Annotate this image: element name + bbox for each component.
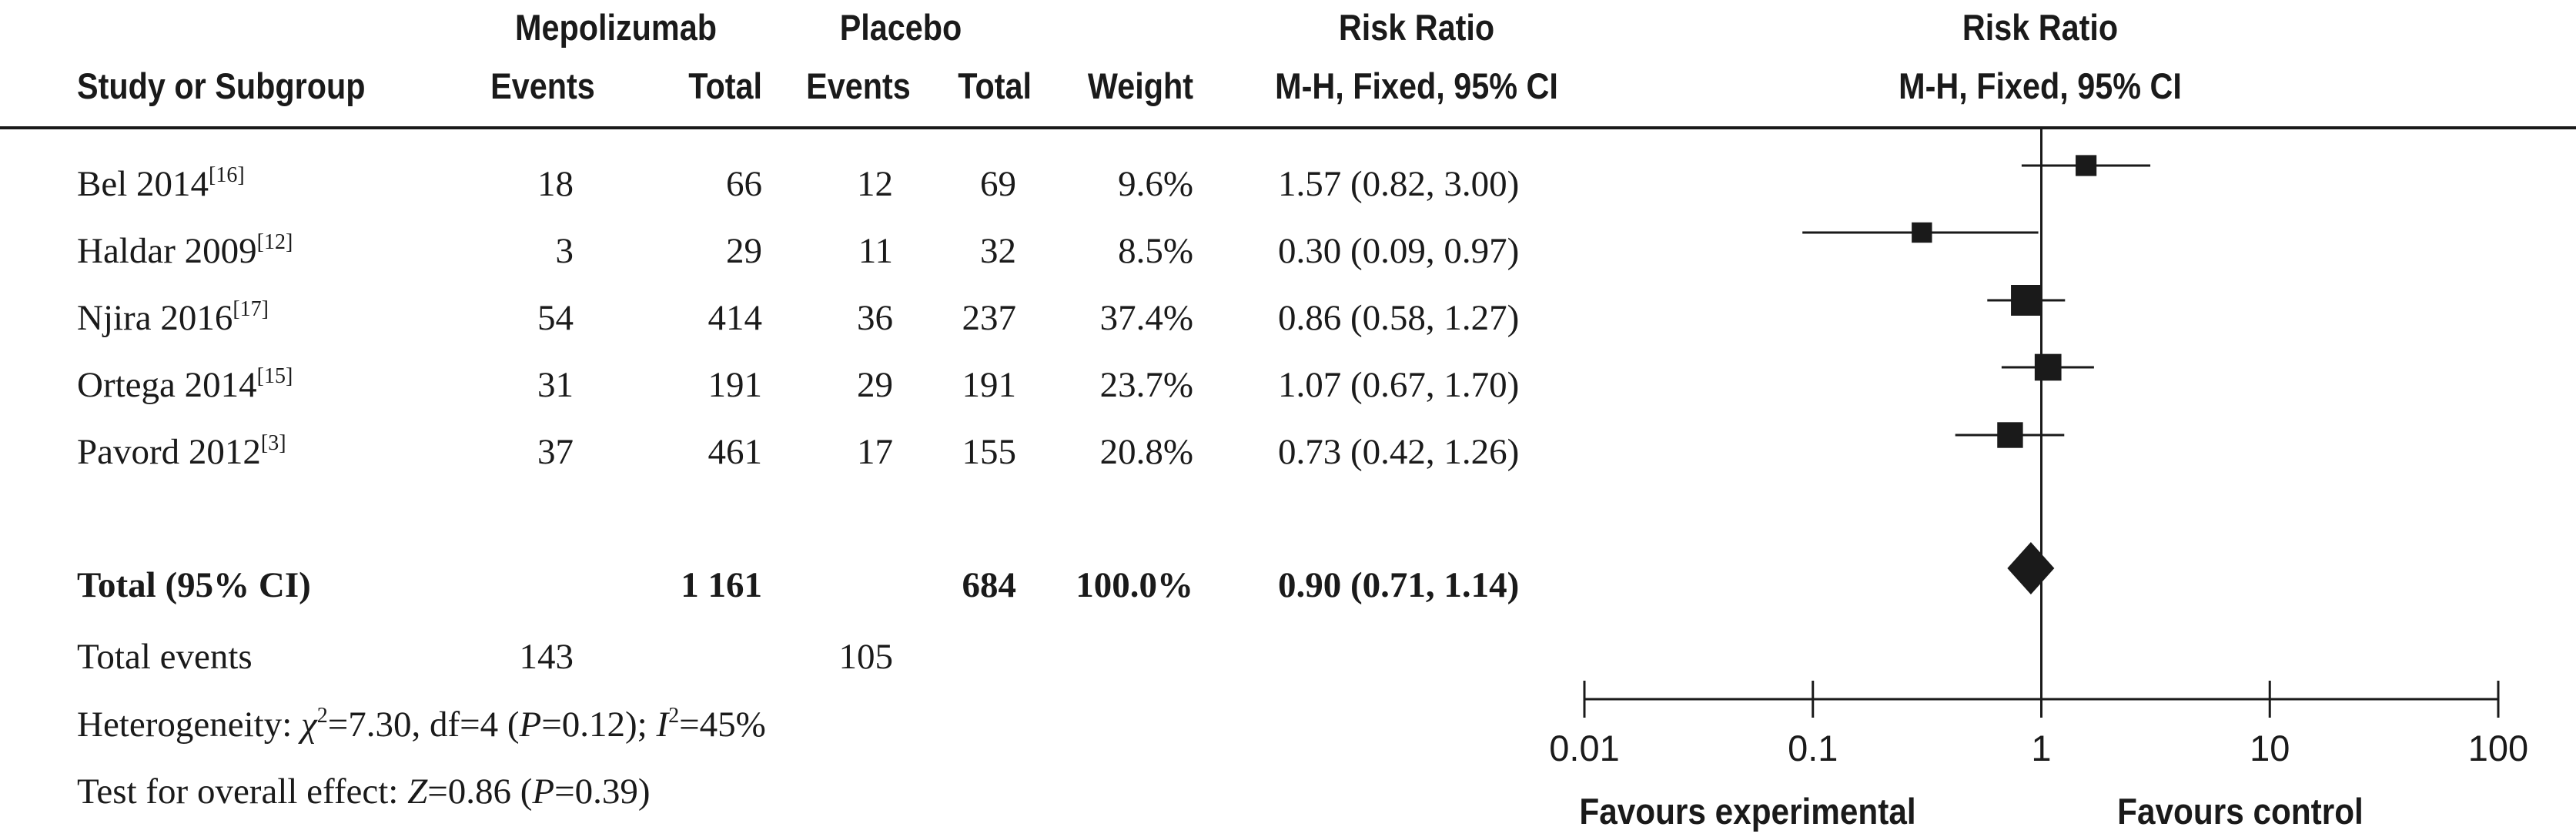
events-mepolizumab: 18 xyxy=(537,164,574,204)
weight: 9.6% xyxy=(1118,164,1193,204)
events-placebo: 36 xyxy=(857,298,893,338)
total-placebo: 191 xyxy=(962,365,1017,405)
total-risk-ratio-ci: 0.90 (0.71, 1.14) xyxy=(1278,565,1520,605)
point-estimate-square xyxy=(2034,353,2062,381)
reference: [17] xyxy=(233,297,269,321)
weight: 8.5% xyxy=(1118,231,1193,271)
events-mepolizumab: 3 xyxy=(555,231,574,271)
header-study: Study or Subgroup xyxy=(77,65,366,106)
events-mepolizumab: 37 xyxy=(537,432,574,472)
header-rule xyxy=(0,126,2576,129)
header-placebo: Placebo xyxy=(839,7,962,48)
total-placebo: 684 xyxy=(962,565,1017,605)
study-name: Njira 2016[17] xyxy=(77,297,269,338)
events-placebo: 17 xyxy=(857,432,893,472)
total-mepolizumab: 29 xyxy=(726,231,762,271)
header-total-mepolizumab: Total xyxy=(688,65,762,106)
events-placebo: 11 xyxy=(858,231,893,271)
total-mepolizumab: 66 xyxy=(726,164,762,204)
x-axis-tick-label: 1 xyxy=(2031,728,2051,768)
point-estimate-square xyxy=(1997,422,2023,448)
total-placebo: 69 xyxy=(980,164,1016,204)
events-mepolizumab: 31 xyxy=(537,365,574,405)
study-name: Bel 2014[16] xyxy=(77,163,245,204)
total-mepolizumab: 1 161 xyxy=(681,565,762,605)
x-axis-tick-label: 0.1 xyxy=(1788,728,1838,768)
weight: 20.8% xyxy=(1099,432,1193,472)
total-events-placebo: 105 xyxy=(838,637,894,677)
risk-ratio-ci: 0.73 (0.42, 1.26) xyxy=(1278,432,1520,472)
header-events-placebo: Events xyxy=(806,65,911,106)
favours-control: Favours control xyxy=(2117,791,2364,832)
header-method-plot: M-H, Fixed, 95% CI xyxy=(1899,65,2182,106)
reference: [3] xyxy=(260,431,286,455)
events-placebo: 29 xyxy=(857,365,893,405)
risk-ratio-ci: 1.07 (0.67, 1.70) xyxy=(1278,365,1520,405)
total-placebo: 32 xyxy=(980,231,1016,271)
total-mepolizumab: 191 xyxy=(708,365,763,405)
events-placebo: 12 xyxy=(857,164,893,204)
header-total-placebo: Total xyxy=(958,65,1032,106)
study-name: Ortega 2014[15] xyxy=(77,364,293,405)
heterogeneity-text: Heterogeneity: χ2=7.30, df=4 (P=0.12); I… xyxy=(77,704,766,745)
x-axis-tick-label: 100 xyxy=(2468,728,2528,768)
total-mepolizumab: 414 xyxy=(708,298,763,338)
weight: 23.7% xyxy=(1099,365,1193,405)
header-events-mepolizumab: Events xyxy=(490,65,595,106)
total-label: Total (95% CI) xyxy=(77,565,311,605)
weight: 37.4% xyxy=(1099,298,1193,338)
total-weight: 100.0% xyxy=(1076,565,1193,605)
study-name: Pavord 2012[3] xyxy=(77,431,286,472)
point-estimate-square xyxy=(2011,285,2042,316)
events-mepolizumab: 54 xyxy=(537,298,574,338)
study-name: Haldar 2009[12] xyxy=(77,230,293,271)
total-placebo: 155 xyxy=(962,432,1017,472)
x-axis-tick-label: 0.01 xyxy=(1549,728,1619,768)
header-method: M-H, Fixed, 95% CI xyxy=(1275,65,1558,106)
header-weight: Weight xyxy=(1087,65,1193,106)
risk-ratio-ci: 1.57 (0.82, 3.00) xyxy=(1278,164,1520,204)
overall-effect-text: Test for overall effect: Z=0.86 (P=0.39) xyxy=(77,772,651,812)
favours-experimental: Favours experimental xyxy=(1579,791,1916,832)
total-placebo: 237 xyxy=(962,298,1017,338)
total-events-mepolizumab: 143 xyxy=(519,637,574,677)
header-risk-ratio: Risk Ratio xyxy=(1338,7,1495,48)
header-risk-ratio-plot: Risk Ratio xyxy=(1962,7,2119,48)
risk-ratio-ci: 0.30 (0.09, 0.97) xyxy=(1278,231,1520,271)
point-estimate-square xyxy=(1912,222,1932,243)
x-axis-tick-label: 10 xyxy=(2250,728,2290,768)
risk-ratio-ci: 0.86 (0.58, 1.27) xyxy=(1278,298,1520,338)
header-mepolizumab: Mepolizumab xyxy=(515,7,717,48)
total-events-label: Total events xyxy=(77,637,253,677)
point-estimate-square xyxy=(2076,155,2097,176)
reference: [12] xyxy=(256,230,293,254)
reference: [16] xyxy=(209,163,245,187)
total-mepolizumab: 461 xyxy=(708,432,763,472)
reference: [15] xyxy=(256,364,293,388)
pooled-diamond xyxy=(2007,542,2055,594)
